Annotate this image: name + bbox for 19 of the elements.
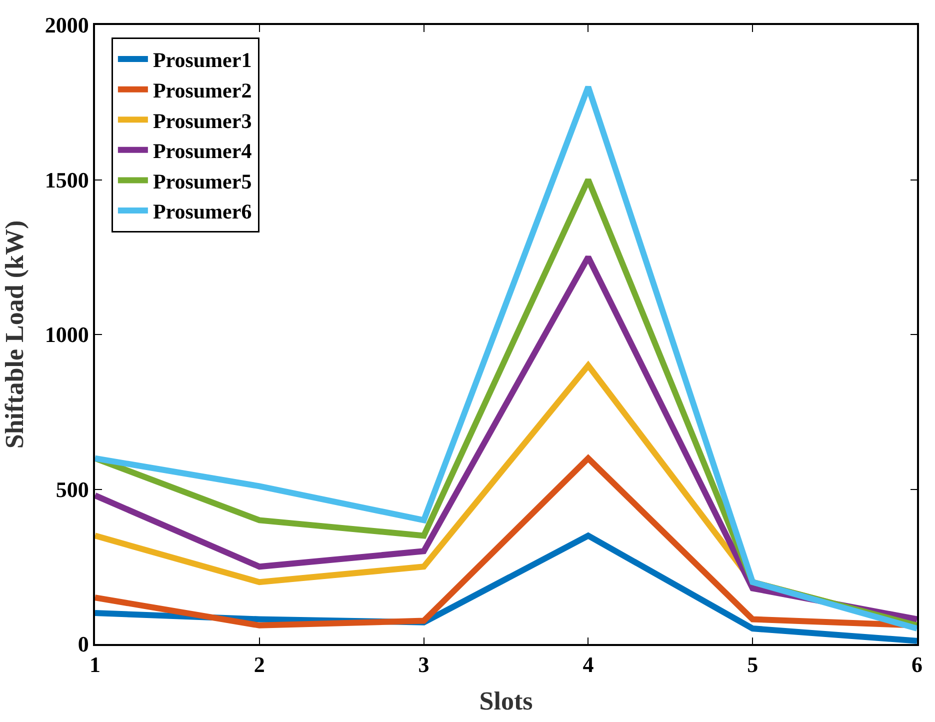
legend-label: Prosumer6	[152, 200, 252, 224]
y-tick-label: 0	[78, 632, 89, 657]
legend-label: Prosumer4	[152, 139, 252, 164]
x-axis-title: Slots	[479, 686, 533, 716]
x-tick-label: 1	[90, 652, 100, 678]
legend-label: Prosumer2	[152, 78, 252, 103]
x-tick-label: 6	[912, 652, 922, 678]
y-tick-label: 1500	[44, 167, 89, 192]
y-tick-label: 1000	[44, 322, 89, 348]
legend-label: Prosumer3	[152, 108, 252, 133]
legend-label: Prosumer1	[152, 48, 252, 72]
y-tick-label: 500	[56, 476, 89, 502]
y-axis-title: Shiftable Load (kW)	[0, 220, 29, 449]
x-tick-label: 5	[747, 652, 758, 678]
y-tick-label: 2000	[44, 12, 89, 38]
legend-label: Prosumer5	[152, 169, 252, 194]
x-tick-label: 4	[582, 652, 594, 678]
x-tick-label: 2	[254, 652, 265, 678]
x-tick-label: 3	[418, 652, 430, 678]
